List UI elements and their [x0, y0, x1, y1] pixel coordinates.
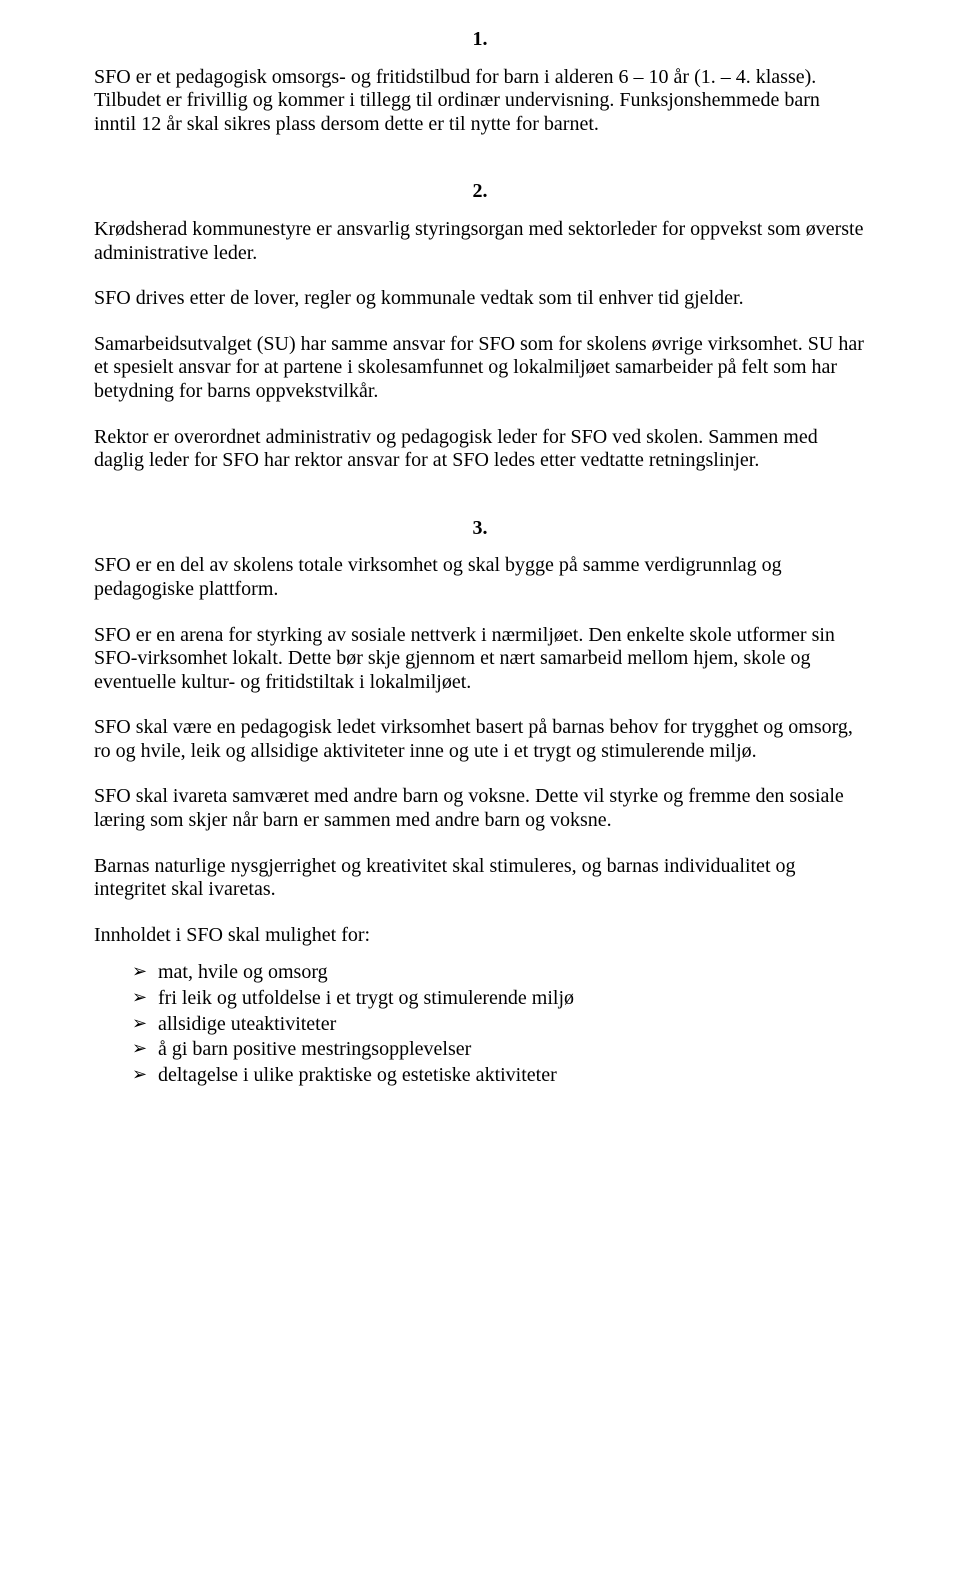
section-2-paragraph-4: Rektor er overordnet administrativ og pe… — [94, 426, 866, 473]
section-2-paragraph-1: Krødsherad kommunestyre er ansvarlig sty… — [94, 218, 866, 265]
section-2-number: 2. — [94, 180, 866, 204]
section-3-paragraph-1: SFO er en del av skolens totale virksomh… — [94, 554, 866, 601]
list-item: å gi barn positive mestringsopplevelser — [132, 1038, 866, 1062]
section-3-paragraph-4: SFO skal ivareta samværet med andre barn… — [94, 785, 866, 832]
section-1-paragraph-1: SFO er et pedagogisk omsorgs- og fritids… — [94, 66, 866, 137]
section-3-number: 3. — [94, 517, 866, 541]
section-3-paragraph-3: SFO skal være en pedagogisk ledet virkso… — [94, 716, 866, 763]
section-3-bullet-list: mat, hvile og omsorg fri leik og utfolde… — [94, 961, 866, 1087]
list-item: fri leik og utfoldelse i et trygt og sti… — [132, 987, 866, 1011]
list-item: allsidige uteaktiviteter — [132, 1013, 866, 1037]
section-2-paragraph-2: SFO drives etter de lover, regler og kom… — [94, 287, 866, 311]
list-item: deltagelse i ulike praktiske og estetisk… — [132, 1064, 866, 1088]
section-3-paragraph-2: SFO er en arena for styrking av sosiale … — [94, 624, 866, 695]
section-1-number: 1. — [94, 28, 866, 52]
section-3-paragraph-6: Innholdet i SFO skal mulighet for: — [94, 924, 866, 948]
section-2-paragraph-3: Samarbeidsutvalget (SU) har samme ansvar… — [94, 333, 866, 404]
list-item: mat, hvile og omsorg — [132, 961, 866, 985]
section-3-paragraph-5: Barnas naturlige nysgjerrighet og kreati… — [94, 855, 866, 902]
